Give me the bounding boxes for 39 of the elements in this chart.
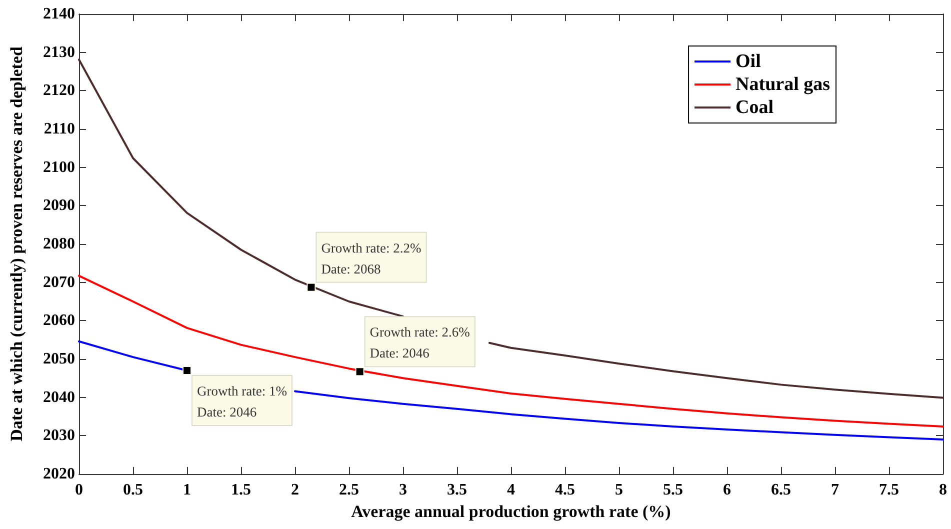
x-tick-label: 3	[399, 482, 407, 498]
y-tick-label: 2090	[43, 197, 75, 214]
x-tick-label: 8	[939, 482, 947, 498]
y-tick-label: 2100	[43, 158, 75, 176]
x-axis-title: Average annual production growth rate (%)	[351, 502, 671, 521]
x-tick-label: 7	[831, 482, 839, 498]
x-tick-label: 5	[615, 482, 623, 498]
y-tick-label: 2080	[43, 236, 75, 252]
x-tick-label: 1.5	[231, 482, 251, 498]
line-series	[78, 274, 944, 428]
annotation: Growth rate: 1% Date: 2046	[197, 384, 287, 420]
y-tick-label: 2110	[44, 120, 75, 138]
x-tick-label: 5.5	[663, 482, 683, 498]
legend-label: Oil	[736, 51, 761, 72]
y-tick-label: 2140	[43, 6, 75, 22]
y-tick-label: 2120	[43, 82, 75, 100]
y-tick-label: 2040	[43, 388, 75, 406]
x-tick-label: 7.5	[879, 482, 899, 498]
legend-label: Natural gas	[736, 74, 830, 95]
x-tick-label: 4	[507, 482, 515, 498]
x-tick-label: 6.5	[771, 482, 791, 498]
y-tick-label: 2030	[43, 427, 75, 444]
x-tick-label: 2	[291, 482, 299, 498]
x-tick-label: 6	[723, 482, 731, 498]
y-axis-title: Date at which (currently) proven reserves are depleted	[7, 46, 26, 442]
x-tick-label: 4.5	[555, 482, 575, 498]
annotation: Growth rate: 2.2% Date: 2068	[321, 240, 422, 276]
y-tick-label: 2020	[43, 466, 75, 482]
x-tick-label: 0	[75, 482, 83, 498]
x-tick-label: 2.5	[339, 482, 359, 498]
legend-label: Coal	[736, 97, 774, 118]
x-tick-label: 3.5	[447, 482, 467, 498]
y-tick-label: 2050	[43, 350, 75, 368]
x-tick-label: 1	[183, 482, 191, 498]
y-tick-label: 2060	[43, 312, 75, 330]
annotation: Growth rate: 2.6% Date: 2046	[370, 324, 470, 361]
y-tick-label: 2130	[43, 44, 75, 61]
y-tick-label: 2070	[43, 274, 75, 291]
x-tick-label: 0.5	[123, 482, 143, 498]
